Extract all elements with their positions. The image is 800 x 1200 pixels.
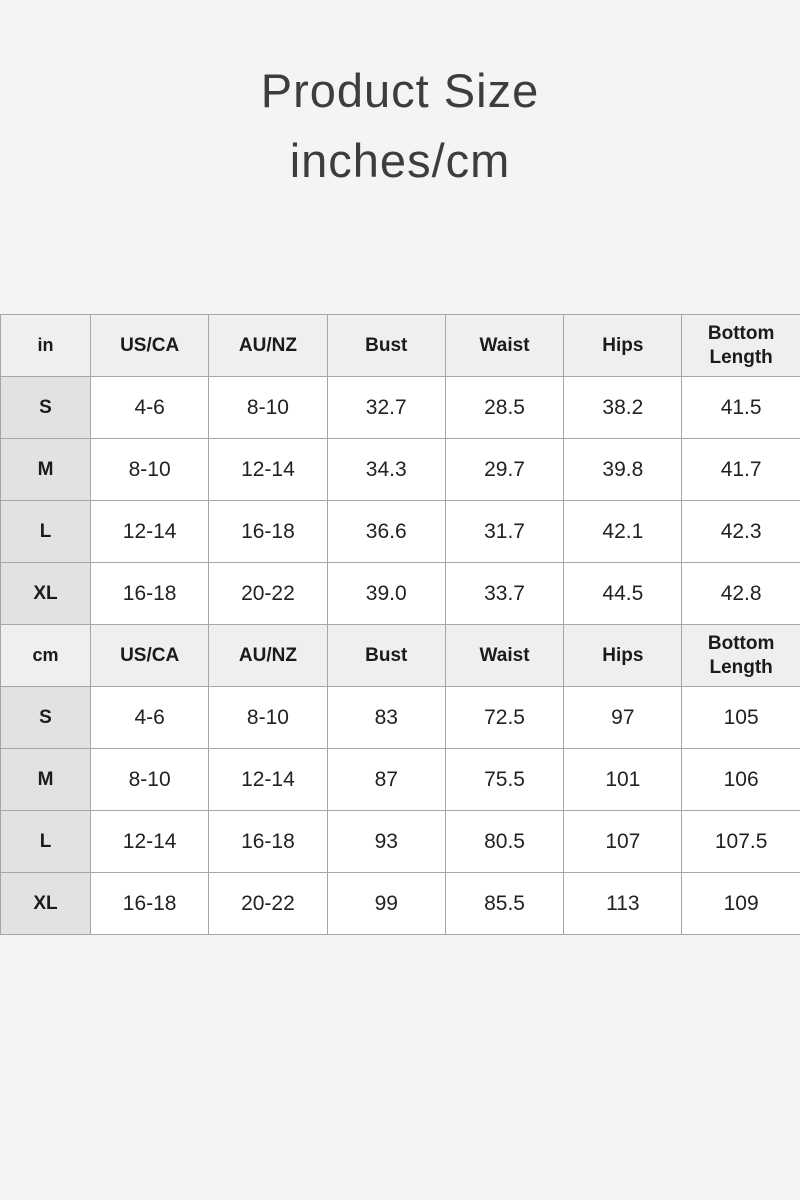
value-cell: 12-14 <box>89 810 210 873</box>
value-cell: 29.7 <box>444 438 565 501</box>
value-cell: 101 <box>563 748 683 811</box>
page-title-line1: Product Size <box>260 64 540 117</box>
column-header-cell: US/CA <box>89 624 210 687</box>
value-cell: 31.7 <box>444 500 565 563</box>
value-cell: 80.5 <box>444 810 565 873</box>
size-label-cell: S <box>0 686 91 749</box>
table-row: M 8-10 12-14 87 75.5 101 106 <box>0 748 800 811</box>
size-label-cell: L <box>0 810 91 873</box>
value-cell: 75.5 <box>444 748 565 811</box>
value-cell: 99 <box>326 872 446 935</box>
value-cell: 12-14 <box>89 500 210 563</box>
header-row-cm: cm US/CA AU/NZ Bust Waist Hips Bottom Length <box>0 624 800 687</box>
column-header-cell: AU/NZ <box>208 314 328 377</box>
value-cell: 85.5 <box>444 872 565 935</box>
value-cell: 107 <box>563 810 683 873</box>
value-cell: 72.5 <box>444 686 565 749</box>
size-label-cell: M <box>0 748 91 811</box>
size-label-cell: L <box>0 500 91 563</box>
value-cell: 32.7 <box>326 376 446 439</box>
value-cell: 16-18 <box>89 562 210 625</box>
size-label-cell: XL <box>0 562 91 625</box>
value-cell: 97 <box>563 686 683 749</box>
value-cell: 41.5 <box>681 376 800 439</box>
value-cell: 8-10 <box>89 438 210 501</box>
value-cell: 87 <box>326 748 446 811</box>
value-cell: 42.1 <box>563 500 683 563</box>
unit-header-cell: cm <box>0 624 91 687</box>
column-header-cell: Waist <box>444 314 565 377</box>
value-cell: 8-10 <box>89 748 210 811</box>
table-row: S 4-6 8-10 32.7 28.5 38.2 41.5 <box>0 376 800 439</box>
value-cell: 4-6 <box>89 376 210 439</box>
value-cell: 41.7 <box>681 438 800 501</box>
column-header-cell: Waist <box>444 624 565 687</box>
value-cell: 12-14 <box>208 748 328 811</box>
value-cell: 42.8 <box>681 562 800 625</box>
value-cell: 20-22 <box>208 872 328 935</box>
value-cell: 44.5 <box>563 562 683 625</box>
value-cell: 33.7 <box>444 562 565 625</box>
value-cell: 105 <box>681 686 800 749</box>
size-label-cell: S <box>0 376 91 439</box>
value-cell: 16-18 <box>208 500 328 563</box>
value-cell: 4-6 <box>89 686 210 749</box>
column-header-cell: Hips <box>563 314 683 377</box>
page-title-line2: inches/cm <box>289 134 511 187</box>
value-cell: 109 <box>681 872 800 935</box>
unit-header-cell: in <box>0 314 91 377</box>
table-row: XL 16-18 20-22 99 85.5 113 109 <box>0 872 800 935</box>
value-cell: 113 <box>563 872 683 935</box>
column-header-cell: Bust <box>326 624 446 687</box>
column-header-cell: Bottom Length <box>681 314 800 377</box>
value-cell: 107.5 <box>681 810 800 873</box>
size-label-cell: XL <box>0 872 91 935</box>
table-row: S 4-6 8-10 83 72.5 97 105 <box>0 686 800 749</box>
size-label-cell: M <box>0 438 91 501</box>
column-header-cell: US/CA <box>89 314 210 377</box>
value-cell: 83 <box>326 686 446 749</box>
value-cell: 36.6 <box>326 500 446 563</box>
value-cell: 39.8 <box>563 438 683 501</box>
value-cell: 93 <box>326 810 446 873</box>
value-cell: 38.2 <box>563 376 683 439</box>
table-row: L 12-14 16-18 36.6 31.7 42.1 42.3 <box>0 500 800 563</box>
value-cell: 39.0 <box>326 562 446 625</box>
value-cell: 16-18 <box>208 810 328 873</box>
size-chart-table: in US/CA AU/NZ Bust Waist Hips Bottom Length S 4… <box>0 314 800 935</box>
table-row: M 8-10 12-14 34.3 29.7 39.8 41.7 <box>0 438 800 501</box>
column-header-cell: Bottom Length <box>681 624 800 687</box>
table-row: XL 16-18 20-22 39.0 33.7 44.5 42.8 <box>0 562 800 625</box>
value-cell: 8-10 <box>208 686 328 749</box>
header-row-in: in US/CA AU/NZ Bust Waist Hips Bottom Length <box>0 314 800 377</box>
value-cell: 16-18 <box>89 872 210 935</box>
value-cell: 106 <box>681 748 800 811</box>
value-cell: 8-10 <box>208 376 328 439</box>
value-cell: 12-14 <box>208 438 328 501</box>
page-title: Product Size inches/cm <box>0 0 800 196</box>
value-cell: 34.3 <box>326 438 446 501</box>
size-chart-body: in US/CA AU/NZ Bust Waist Hips Bottom Length S 4… <box>0 314 800 935</box>
value-cell: 20-22 <box>208 562 328 625</box>
table-row: L 12-14 16-18 93 80.5 107 107.5 <box>0 810 800 873</box>
column-header-cell: AU/NZ <box>208 624 328 687</box>
column-header-cell: Hips <box>563 624 683 687</box>
value-cell: 28.5 <box>444 376 565 439</box>
value-cell: 42.3 <box>681 500 800 563</box>
column-header-cell: Bust <box>326 314 446 377</box>
